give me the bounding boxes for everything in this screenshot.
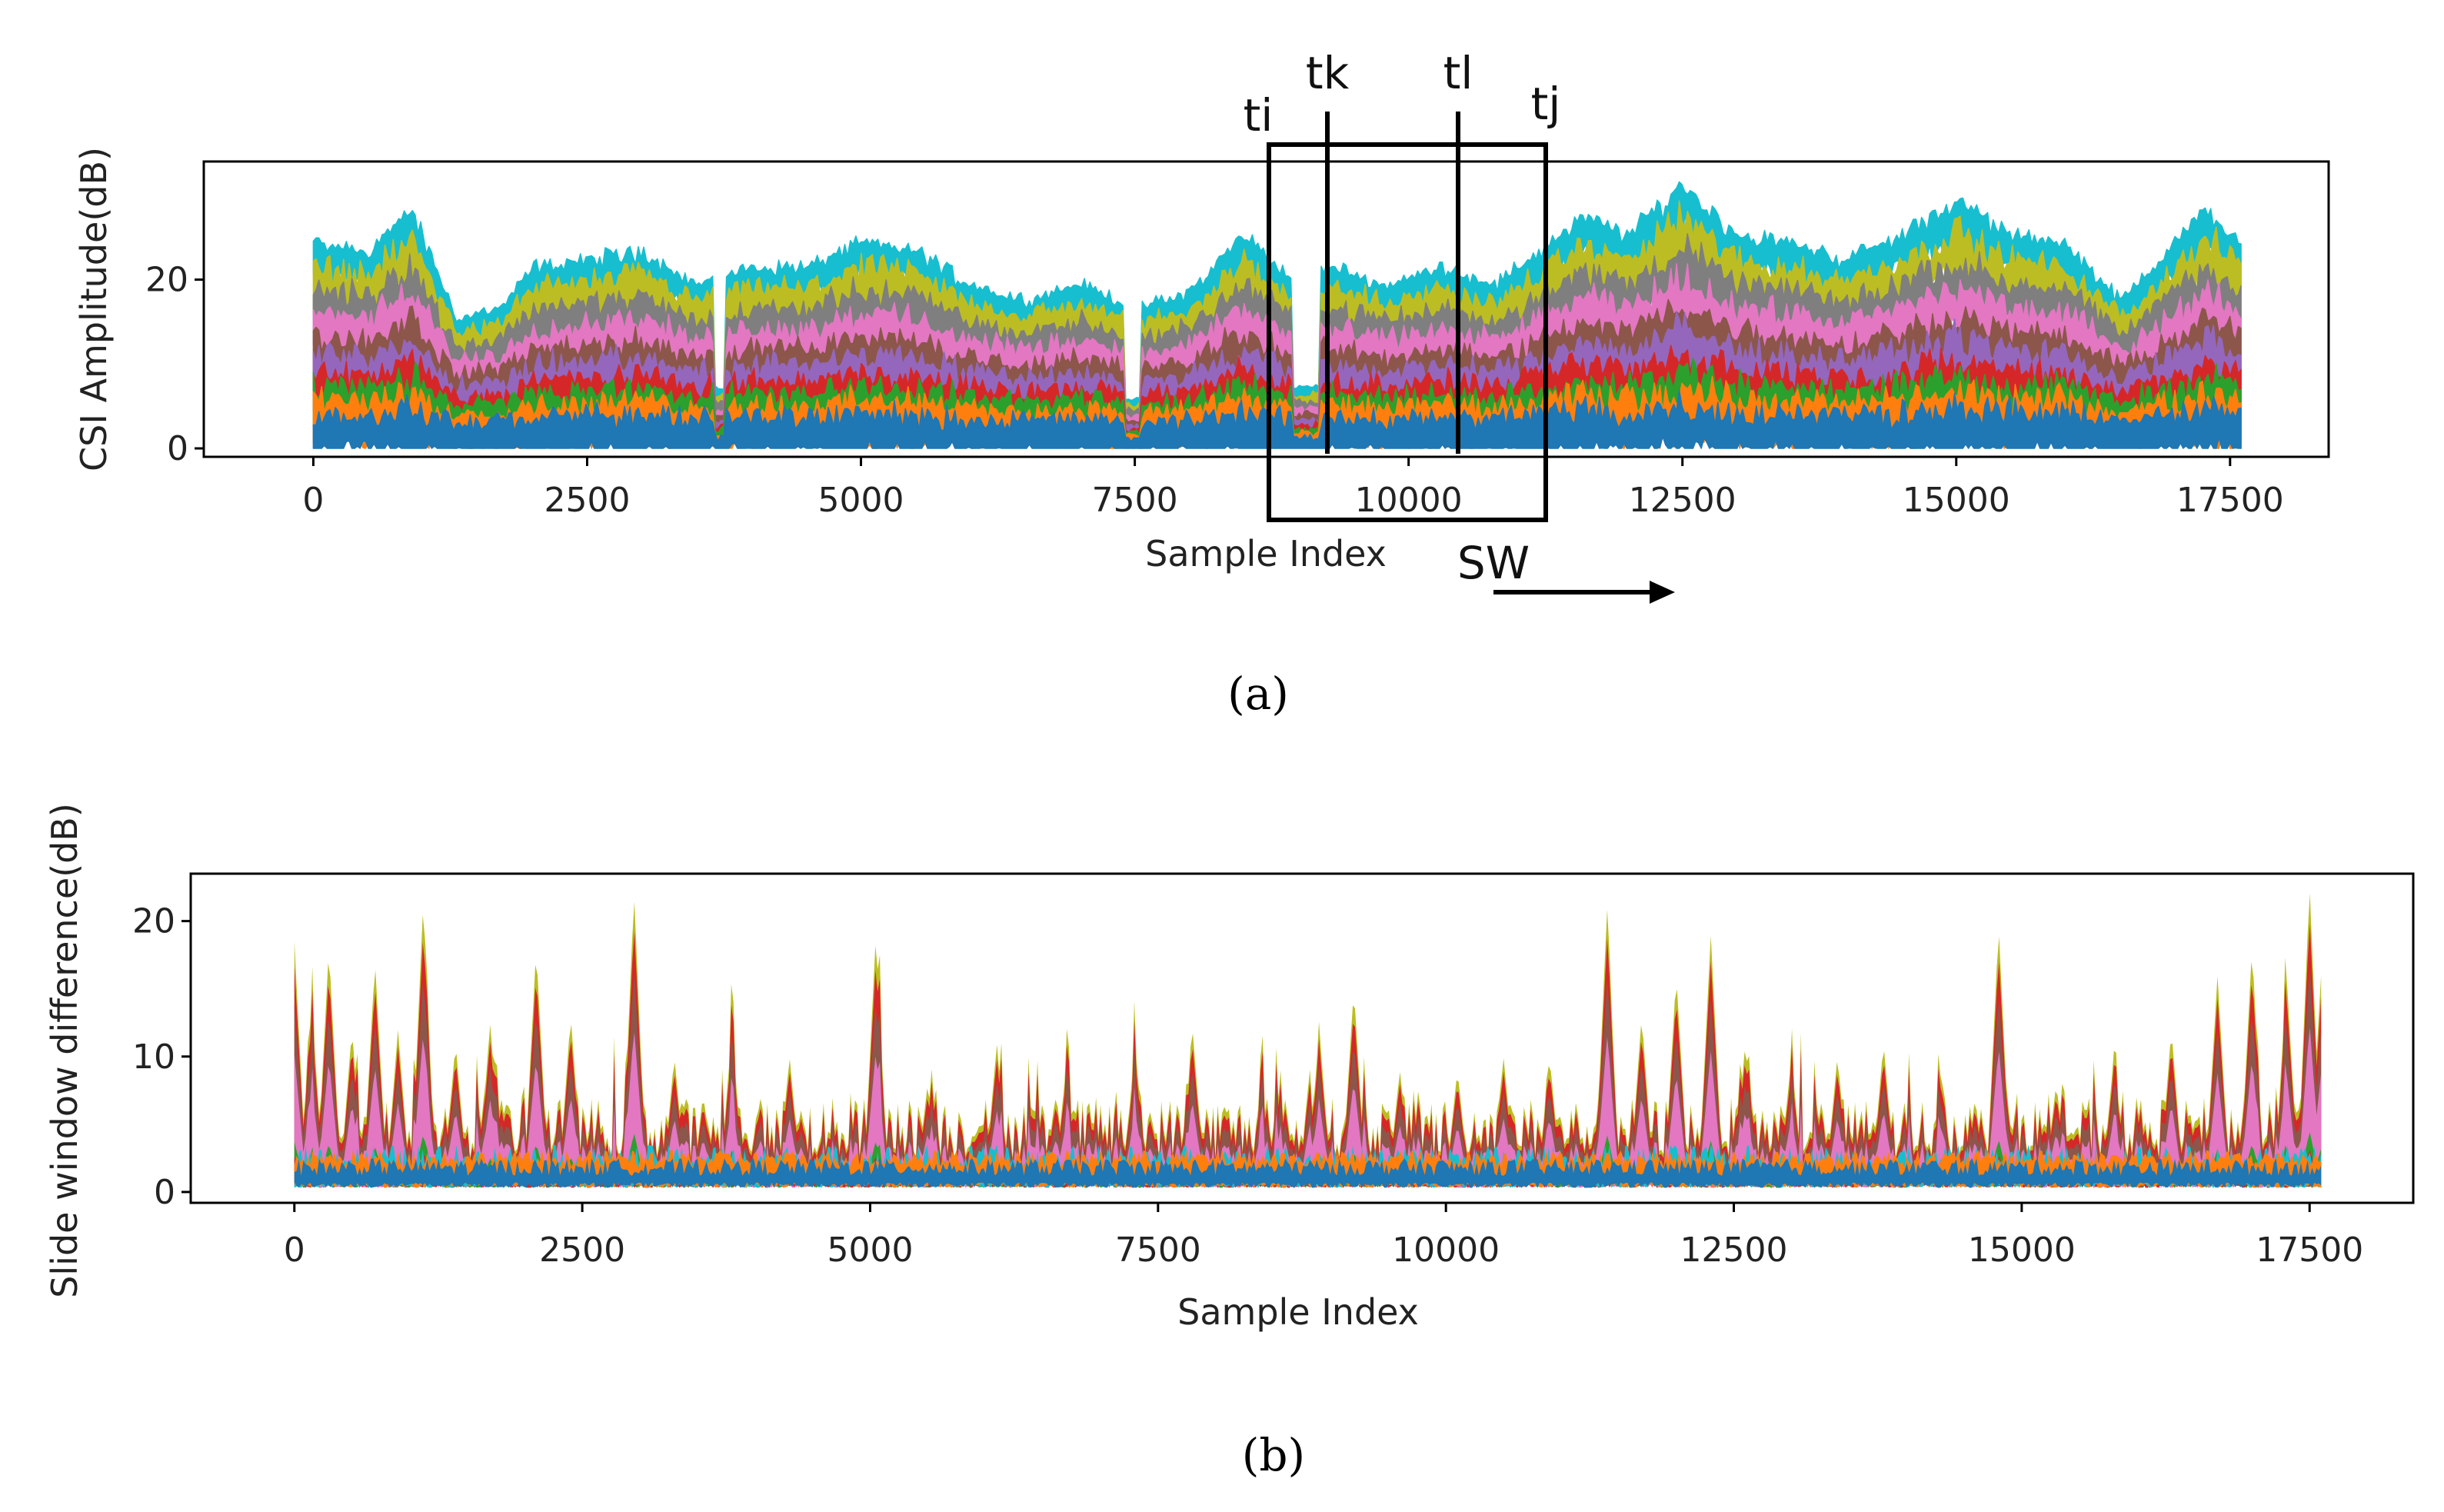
caption-b: (b) (1242, 1429, 1305, 1481)
annotation-tl: tl (1443, 47, 1473, 99)
chart-b-y-tick-label: 10 (132, 1037, 175, 1077)
chart-a-series-group (312, 181, 2242, 449)
chart-b-x-tick-label: 10000 (1392, 1231, 1500, 1270)
annotation-ti: ti (1244, 89, 1274, 142)
chart-b-x-tick-label: 15000 (1968, 1231, 2076, 1270)
chart-a-y-axis-label: CSI Amplitude(dB) (73, 147, 115, 471)
chart-a-y-tick-label: 0 (167, 429, 188, 468)
chart-a-x-axis-label: Sample Index (1145, 533, 1387, 574)
chart-a-x-tick-label: 12500 (1629, 481, 1736, 520)
chart-b-x-tick-label: 5000 (827, 1231, 913, 1270)
chart-b-series-0 (294, 1157, 2322, 1188)
chart-b-x-axis-label: Sample Index (1177, 1291, 1419, 1333)
chart-a-x-tick-label: 2500 (544, 481, 630, 520)
chart-b-y-tick-label: 20 (132, 902, 175, 941)
chart-a-x-tick-label: 0 (302, 481, 324, 520)
chart-b-x-tick-label: 17500 (2256, 1231, 2363, 1270)
chart-b-x-tick-label: 2500 (539, 1231, 625, 1270)
chart-a-series-0 (312, 389, 2242, 449)
chart-a-y-tick-label: 20 (145, 261, 188, 300)
chart-b-series-6 (294, 1027, 2322, 1188)
annotation-tk: tk (1306, 47, 1350, 99)
caption-a: (a) (1227, 668, 1289, 720)
chart-b-plot-frame (189, 872, 2415, 1204)
chart-b-x-ticks: 0 2500 5000 7500 10000 12500 15000 17500 (284, 1203, 2363, 1270)
chart-a-x-ticks: 0 2500 5000 7500 10000 12500 15000 17500 (302, 457, 2284, 520)
chart-a-x-tick-label: 5000 (818, 481, 904, 520)
chart-b-x-tick-label: 12500 (1680, 1231, 1788, 1270)
chart-b-x-tick-label: 0 (284, 1231, 305, 1270)
chart-b-y-tick-label: 0 (154, 1173, 175, 1212)
chart-a-x-tick-label: 10000 (1355, 481, 1463, 520)
chart-b-series-group (294, 893, 2322, 1188)
chart-a-plot-frame (202, 160, 2330, 458)
chart-a-x-tick-label: 17500 (2176, 481, 2284, 520)
sliding-window-box (1267, 142, 1548, 522)
chart-a: 0 2500 5000 7500 10000 12500 15000 17500 0 20 Sa… (73, 47, 2330, 720)
chart-b-y-ticks: 0 10 20 (132, 902, 191, 1212)
annotation-tj: tj (1531, 78, 1561, 130)
chart-a-x-tick-label: 15000 (1903, 481, 2010, 520)
annotation-sw: SW (1457, 537, 1530, 589)
chart-b-x-tick-label: 7500 (1115, 1231, 1201, 1270)
sw-arrow-head (1650, 581, 1675, 604)
chart-b-y-axis-label: Slide window difference(dB) (44, 803, 85, 1298)
chart-a-x-tick-label: 7500 (1092, 481, 1178, 520)
chart-a-y-ticks: 0 20 (145, 261, 204, 468)
chart-b: 0 2500 5000 7500 10000 12500 15000 17500 01020 … (44, 803, 2415, 1481)
